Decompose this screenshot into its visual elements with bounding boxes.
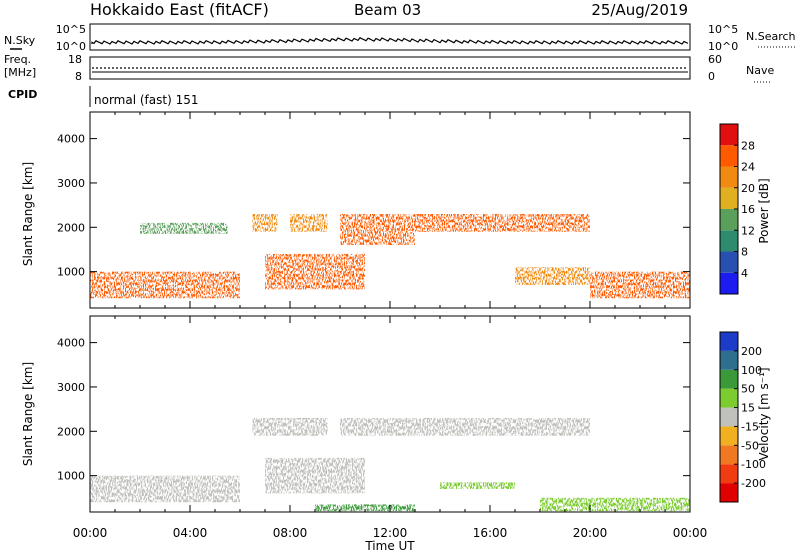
velocity-region-4 bbox=[315, 504, 415, 512]
power-y-axis: 1000 2000 3000 4000 bbox=[57, 133, 690, 279]
freq-label-line1: Freq. bbox=[4, 53, 31, 66]
date-label: 25/Aug/2019 bbox=[591, 1, 688, 19]
power-region-7 bbox=[515, 267, 590, 285]
velocity-region-2 bbox=[265, 457, 365, 494]
velocity-ylabel: Slant Range [km] bbox=[21, 362, 35, 466]
radar-title: Hokkaido East (fitACF) bbox=[90, 0, 269, 19]
cpid-text: normal (fast) 151 bbox=[94, 93, 198, 107]
power-region-4 bbox=[290, 213, 328, 232]
power-cbar-tick-5: 24 bbox=[741, 161, 755, 174]
power-region-2 bbox=[252, 213, 278, 232]
time-tick-1: 04:00 bbox=[173, 526, 208, 540]
nsky-trace bbox=[91, 37, 689, 45]
power-region-6 bbox=[415, 213, 590, 232]
vel-cbar-tick-7: -200 bbox=[741, 477, 766, 490]
power-colorbar-label: Power [dB] bbox=[757, 178, 771, 243]
velocity-colorbar: 200 100 50 15 -15 -50 -100 -200 bbox=[719, 331, 766, 503]
power-cbar-tick-0: 4 bbox=[741, 267, 748, 280]
vel-cbar-tick-0: 200 bbox=[741, 345, 762, 358]
vel-cbar-tick-3: 15 bbox=[741, 402, 755, 415]
nave-tick-top: 60 bbox=[708, 53, 722, 66]
power-region-5 bbox=[340, 213, 415, 246]
velocity-colorbar-label: Velocity [m s⁻¹] bbox=[757, 367, 771, 460]
nsky-panel: N.Sky 10^5 10^0 10^5 10^0 N.Search bbox=[4, 23, 796, 53]
time-axis-labels: 00:00 04:00 08:00 12:00 16:00 20:00 00:00 bbox=[73, 526, 708, 540]
velocity-region-6 bbox=[540, 497, 690, 512]
time-tick-2: 08:00 bbox=[273, 526, 308, 540]
time-tick-0: 00:00 bbox=[73, 526, 108, 540]
nave-label: Nave bbox=[746, 64, 774, 77]
velocity-ytick-2000: 2000 bbox=[57, 425, 85, 438]
vel-cbar-tick-1: 100 bbox=[741, 364, 762, 377]
power-ytick-3000: 3000 bbox=[57, 177, 85, 190]
time-tick-4: 16:00 bbox=[473, 526, 508, 540]
velocity-region-3 bbox=[340, 417, 590, 436]
nsky-tick-bottom-right: 10^0 bbox=[708, 40, 738, 53]
time-axis-title: Time UT bbox=[364, 539, 415, 553]
nsky-label: N.Sky bbox=[4, 34, 36, 47]
power-ytick-4000: 4000 bbox=[57, 133, 85, 146]
velocity-region-1 bbox=[252, 417, 328, 436]
power-x-ticks bbox=[89, 112, 691, 308]
nsky-tick-top: 10^5 bbox=[56, 23, 86, 36]
velocity-panel: 1000 2000 3000 4000 Slant Range [km] bbox=[21, 315, 691, 513]
freq-tick-top: 18 bbox=[68, 53, 82, 66]
velocity-y-axis: 1000 2000 3000 4000 bbox=[57, 337, 690, 483]
cpid-label: CPID bbox=[8, 88, 37, 101]
velocity-x-ticks bbox=[89, 316, 691, 512]
vel-cbar-tick-2: 50 bbox=[741, 383, 755, 396]
nsearch-label: N.Search bbox=[746, 30, 796, 43]
power-region-3 bbox=[265, 253, 365, 290]
freq-panel: Freq. [MHz] 18 8 60 0 Nave bbox=[4, 53, 774, 83]
time-tick-6: 00:00 bbox=[673, 526, 708, 540]
power-panel: 1000 2000 3000 4000 Slant Range [km] bbox=[21, 111, 691, 309]
freq-tick-bottom: 8 bbox=[75, 70, 82, 83]
vel-cbar-tick-5: -50 bbox=[741, 439, 759, 452]
power-ytick-2000: 2000 bbox=[57, 221, 85, 234]
power-cbar-tick-4: 20 bbox=[741, 182, 755, 195]
velocity-region-5 bbox=[440, 482, 515, 489]
beam-label: Beam 03 bbox=[354, 1, 421, 19]
nsky-tick-bottom: 10^0 bbox=[56, 40, 86, 53]
velocity-ytick-3000: 3000 bbox=[57, 381, 85, 394]
power-region-8 bbox=[590, 271, 690, 299]
power-ytick-1000: 1000 bbox=[57, 266, 85, 279]
velocity-data-layer bbox=[90, 417, 690, 512]
power-colorbar: 4 8 12 16 20 24 28 bbox=[719, 123, 755, 295]
nave-tick-bottom: 0 bbox=[708, 70, 715, 83]
power-cbar-tick-6: 28 bbox=[741, 139, 755, 152]
power-cbar-tick-1: 8 bbox=[741, 246, 748, 259]
freq-label-line2: [MHz] bbox=[4, 66, 36, 79]
vel-cbar-tick-4: -15 bbox=[741, 420, 759, 433]
velocity-ytick-4000: 4000 bbox=[57, 337, 85, 350]
velocity-ytick-1000: 1000 bbox=[57, 470, 85, 483]
time-tick-3: 12:00 bbox=[373, 526, 408, 540]
vel-cbar-tick-6: -100 bbox=[741, 458, 766, 471]
power-region-1 bbox=[140, 222, 228, 234]
time-tick-5: 20:00 bbox=[573, 526, 608, 540]
velocity-region-0 bbox=[90, 475, 240, 503]
power-data-layer bbox=[90, 213, 690, 299]
power-region-0 bbox=[90, 271, 240, 299]
power-cbar-tick-2: 12 bbox=[741, 224, 755, 237]
nsky-tick-top-right: 10^5 bbox=[708, 23, 738, 36]
power-cbar-tick-3: 16 bbox=[741, 203, 755, 216]
cpid-panel: CPID normal (fast) 151 bbox=[8, 86, 198, 107]
power-ylabel: Slant Range [km] bbox=[21, 162, 35, 266]
